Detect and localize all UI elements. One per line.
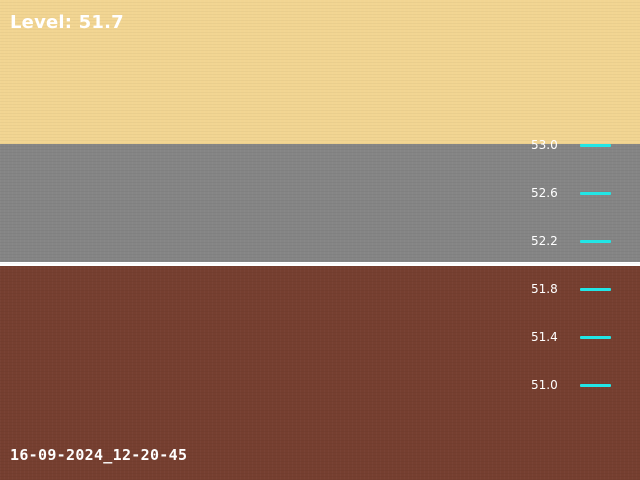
waterline-indicator bbox=[0, 262, 640, 266]
scale-tick bbox=[580, 191, 611, 195]
scale-label: 51.0 bbox=[531, 378, 558, 392]
timestamp: 16-09-2024_12-20-45 bbox=[10, 446, 188, 464]
scale-tick bbox=[580, 335, 611, 339]
level-readout: Level: 51.7 bbox=[10, 12, 124, 33]
scale-tick bbox=[580, 239, 611, 243]
middle-band bbox=[0, 144, 640, 263]
scale-label: 51.8 bbox=[531, 282, 558, 296]
scale-label: 51.4 bbox=[531, 330, 558, 344]
lower-band bbox=[0, 266, 640, 480]
scale-label: 53.0 bbox=[531, 138, 558, 152]
upper-band bbox=[0, 0, 640, 144]
scale-tick bbox=[580, 287, 611, 291]
scale-tick bbox=[580, 383, 611, 387]
scale-tick bbox=[580, 143, 611, 147]
scale-label: 52.2 bbox=[531, 234, 558, 248]
scale-label: 52.6 bbox=[531, 186, 558, 200]
